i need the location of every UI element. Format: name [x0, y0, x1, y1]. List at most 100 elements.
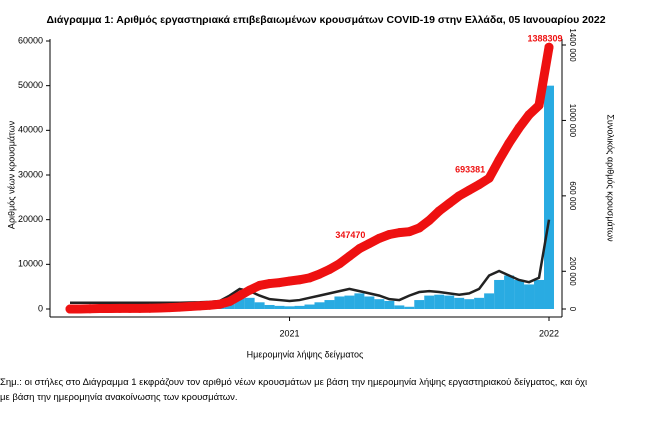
- cumulative-dot: [105, 303, 115, 313]
- cumulative-trace: [65, 42, 554, 314]
- y-tick-label: 10000: [18, 259, 43, 269]
- bar: [434, 294, 445, 309]
- bar: [544, 85, 554, 310]
- bar: [494, 279, 505, 309]
- cumulative-dot: [285, 276, 295, 286]
- bar: [294, 305, 305, 309]
- cumulative-dot: [155, 303, 165, 313]
- cumulative-dot: [544, 42, 554, 52]
- bar: [454, 297, 465, 309]
- cumulative-dot: [504, 138, 514, 148]
- bar: [484, 293, 495, 309]
- cumulative-dot: [314, 269, 324, 279]
- bar: [384, 300, 395, 309]
- bar: [534, 279, 545, 309]
- cumulative-dot: [235, 291, 245, 301]
- cumulative-dot: [514, 123, 524, 133]
- cumulative-dot: [255, 280, 265, 290]
- cumulative-dot: [414, 223, 424, 233]
- cumulative-dot: [185, 302, 195, 312]
- bar: [514, 279, 525, 309]
- cumulative-dot: [404, 227, 414, 237]
- cumulative-dot: [215, 299, 225, 309]
- cumulative-dot: [324, 264, 334, 274]
- cumulative-dot: [444, 198, 454, 208]
- cumulative-dot: [275, 278, 285, 288]
- bar: [254, 302, 265, 309]
- bar: [264, 304, 275, 309]
- cumulative-dot: [344, 251, 354, 261]
- cumulative-dot: [354, 244, 364, 254]
- y-tick-label: 60000: [18, 35, 43, 45]
- x-tick-label: 2022: [539, 328, 559, 338]
- cumulative-dot: [165, 303, 175, 313]
- bar: [404, 306, 415, 309]
- bar: [274, 305, 285, 309]
- cumulative-dot: [534, 100, 544, 110]
- cumulative-dot: [205, 300, 215, 310]
- y2-tick-label: 1400 000: [568, 28, 577, 62]
- y2-tick-label: 200 000: [568, 257, 577, 286]
- bar: [354, 293, 365, 309]
- cumulative-dot: [384, 230, 394, 240]
- x-axis-label: Ημερομηνία λήψης δείγματος: [247, 349, 364, 359]
- bar: [524, 284, 535, 309]
- bar: [234, 296, 245, 309]
- value-label: 1388309: [527, 34, 562, 44]
- bar: [324, 300, 335, 309]
- cumulative-dot: [424, 215, 434, 225]
- bar: [334, 296, 345, 309]
- value-label: 347470: [335, 230, 365, 240]
- bar: [444, 295, 455, 309]
- value-label: 693381: [455, 165, 485, 175]
- note: Σημ.: οι στήλες στο Διάγραμμα 1 εκφράζου…: [0, 375, 650, 405]
- cumulative-dot: [474, 180, 484, 190]
- bar: [374, 299, 385, 309]
- cumulative-dot: [75, 304, 85, 314]
- y-tick-label: 20000: [18, 214, 43, 224]
- x-tick-label: 2021: [280, 328, 300, 338]
- cumulative-dot: [454, 191, 464, 201]
- y2-axis-label: Συνολικός αριθμός κρουσμάτων: [606, 114, 616, 242]
- cumulative-dot: [65, 304, 75, 314]
- note-line: με βάση την ημερομηνία ανακοίνωσης των κ…: [0, 392, 238, 403]
- cumulative-dot: [394, 228, 404, 238]
- cumulative-dot: [135, 303, 145, 313]
- bar: [284, 306, 295, 309]
- cumulative-dot: [295, 275, 305, 285]
- cumulative-dot: [484, 173, 494, 183]
- cumulative-dot: [524, 110, 534, 120]
- cumulative-dot: [374, 233, 384, 243]
- bar: [304, 304, 315, 309]
- y2-tick-label: 0: [568, 307, 577, 312]
- cumulative-dot: [334, 259, 344, 269]
- y-tick-label: 50000: [18, 80, 43, 90]
- y-tick-label: 0: [38, 303, 43, 313]
- y2-tick-label: 600 000: [568, 181, 577, 210]
- bar: [424, 295, 435, 309]
- cumulative-dot: [364, 238, 374, 248]
- chart-title: Διάγραμμα 1: Αριθμός εργαστηριακά επιβεβ…: [46, 14, 605, 26]
- cumulative-dot: [265, 279, 275, 289]
- bar: [344, 295, 355, 309]
- cumulative-dot: [434, 206, 444, 216]
- bar: [504, 275, 515, 309]
- cumulative-dot: [464, 185, 474, 195]
- bar: [314, 302, 325, 309]
- y-axis-label: Αριθμός νέων κρουσμάτων: [6, 120, 16, 229]
- chart: Διάγραμμα 1: Αριθμός εργαστηριακά επιβεβ…: [6, 14, 616, 360]
- bar: [244, 297, 255, 309]
- cumulative-dot: [225, 296, 235, 306]
- bar: [394, 305, 405, 309]
- cumulative-dot: [95, 304, 105, 314]
- bar: [364, 296, 375, 309]
- bar: [414, 300, 425, 309]
- y-tick-label: 30000: [18, 169, 43, 179]
- bar: [474, 297, 485, 309]
- note-line: Σημ.: οι στήλες στο Διάγραμμα 1 εκφράζου…: [0, 377, 588, 388]
- cumulative-dot: [195, 301, 205, 311]
- cumulative-dot: [145, 303, 155, 313]
- bar: [464, 299, 475, 309]
- cumulative-dot: [494, 155, 504, 165]
- cumulative-dot: [305, 273, 314, 283]
